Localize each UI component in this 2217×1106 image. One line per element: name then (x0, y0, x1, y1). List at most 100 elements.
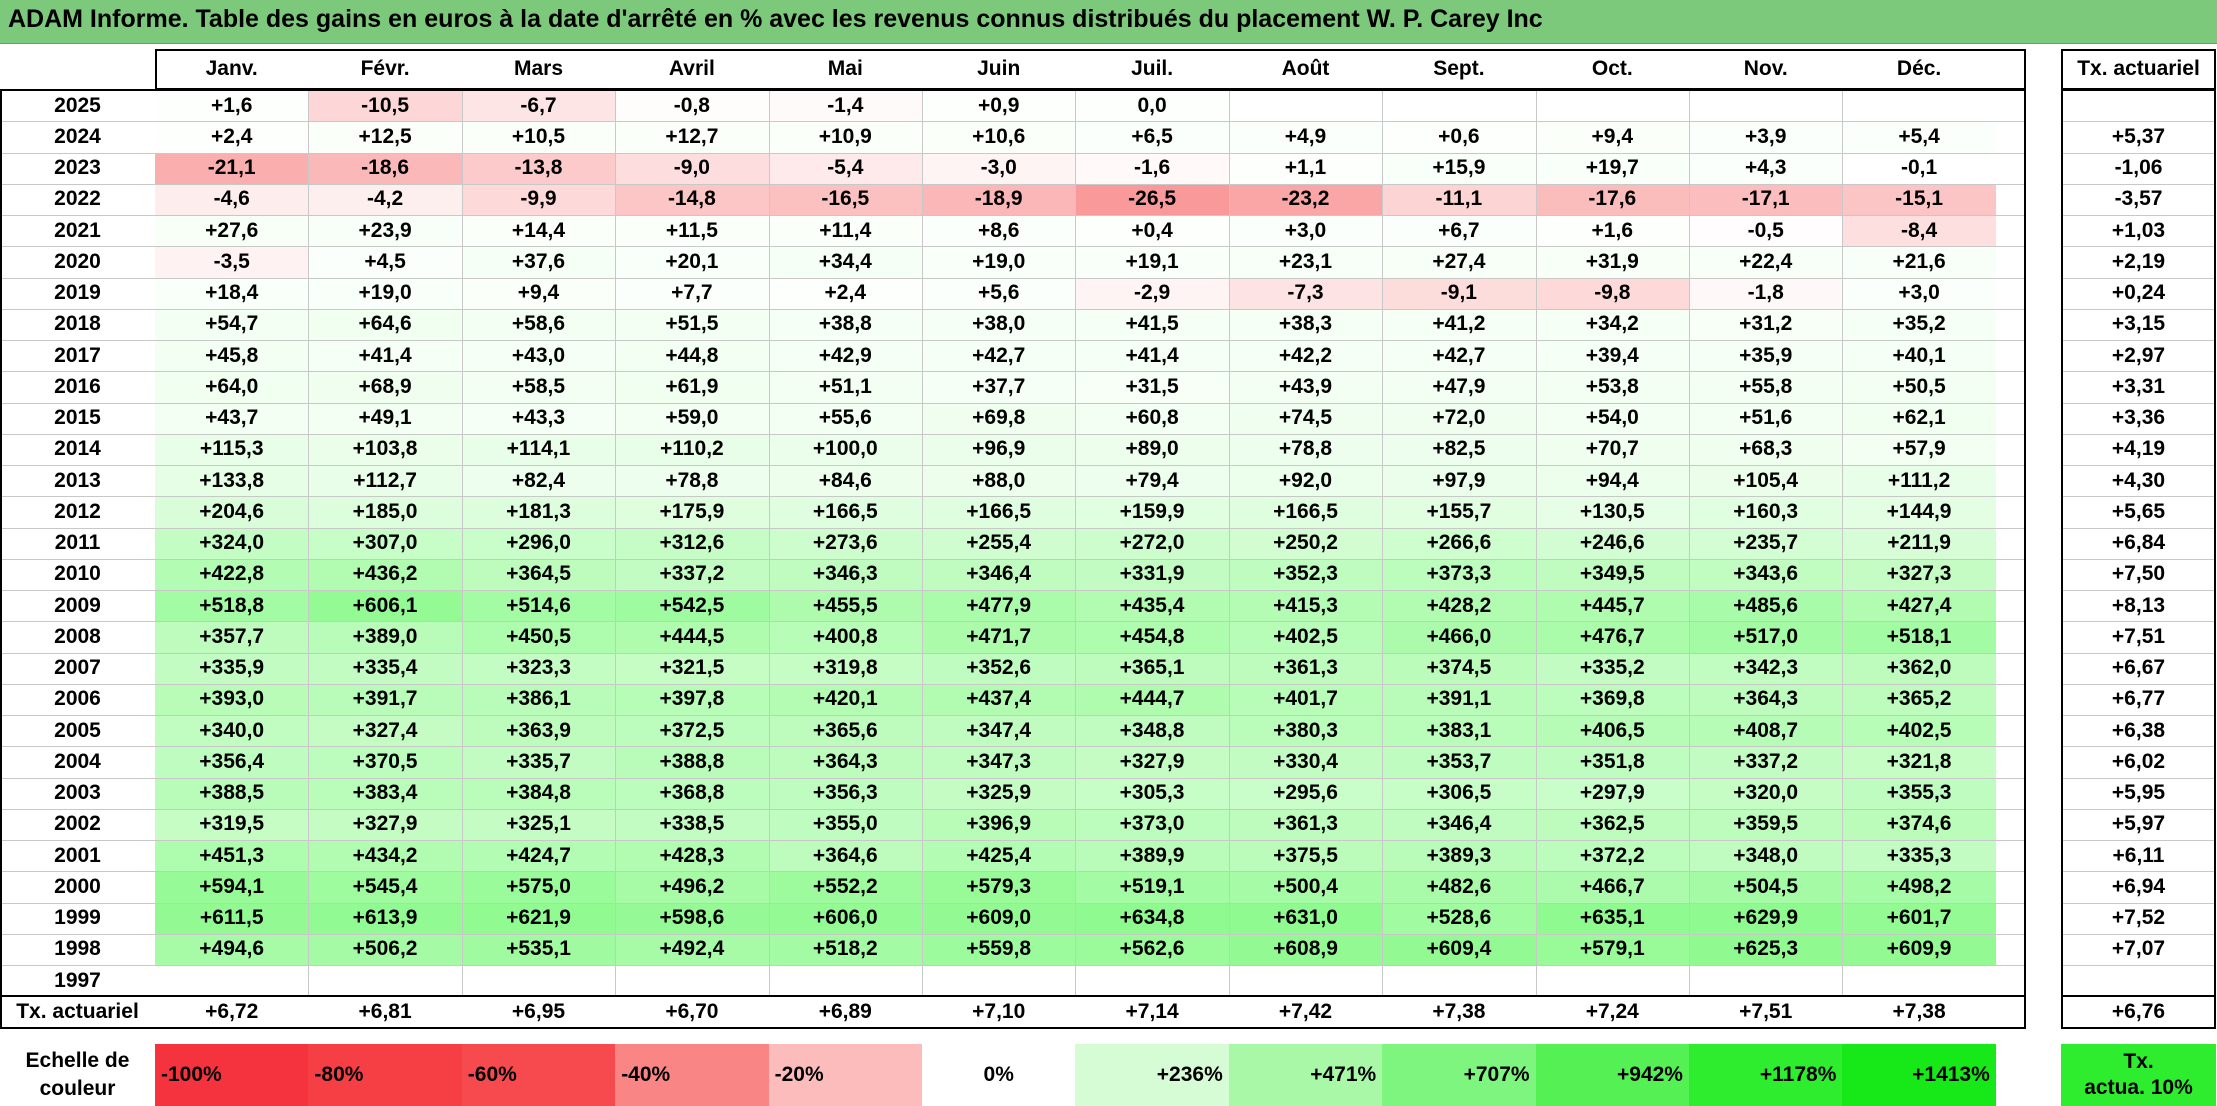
grid-line (0, 121, 2026, 123)
value-cell: +84,6 (768, 465, 922, 497)
value-cell (308, 965, 462, 997)
value-cell: +389,9 (1075, 840, 1229, 872)
month-header-4: Mai (827, 57, 863, 80)
grid-line (461, 90, 463, 997)
value-cell (155, 965, 309, 997)
value-cell: +384,8 (461, 777, 616, 809)
footer-value: +7,38 (1892, 1000, 1946, 1023)
value-cell: +362,5 (1535, 808, 1689, 840)
title-bar: ADAM Informe. Table des gains en euros à… (0, 0, 2217, 44)
value-cell: +10,6 (922, 121, 1076, 153)
value-cell: +27,6 (155, 215, 309, 247)
rate-header: Tx. actuariel (2077, 57, 2200, 80)
value-cell: +31,9 (1535, 246, 1689, 278)
value-cell: +6,7 (1382, 215, 1536, 247)
value-cell: +166,5 (922, 496, 1076, 528)
scale-swatch: -20% (768, 1044, 922, 1106)
value-cell: +41,5 (1075, 308, 1229, 340)
value-cell: +518,1 (1842, 621, 1996, 653)
value-cell: +498,2 (1842, 871, 1996, 903)
value-cell: +356,4 (155, 746, 309, 778)
grid-line (2061, 715, 2216, 716)
value-cell: +466,7 (1535, 871, 1689, 903)
value-cell: +420,1 (768, 683, 922, 715)
value-cell: +0,6 (1382, 121, 1536, 153)
value-cell: +373,0 (1075, 808, 1229, 840)
value-cell: -10,5 (308, 90, 462, 122)
value-cell (1842, 90, 1996, 122)
value-cell: +18,4 (155, 277, 309, 309)
value-cell: +436,2 (308, 558, 462, 590)
value-cell: +364,6 (768, 840, 922, 872)
value-cell: +352,3 (1228, 558, 1383, 590)
value-cell: +21,6 (1842, 246, 1996, 278)
value-cell: +307,0 (308, 527, 462, 559)
row-year-2011: 2011 (54, 531, 101, 555)
month-header-8: Sept. (1433, 57, 1485, 80)
value-cell: +78,8 (1228, 433, 1383, 465)
value-cell: +4,3 (1689, 152, 1843, 184)
value-cell: +504,5 (1689, 871, 1843, 903)
value-cell: +562,6 (1075, 933, 1229, 965)
row-year-2017: 2017 (54, 343, 101, 367)
value-cell: +609,9 (1842, 933, 1996, 965)
value-cell: +372,2 (1535, 840, 1689, 872)
grid-line (768, 90, 770, 997)
scale-label-line2: couleur (39, 1077, 116, 1100)
rate-cell: +7,51 (2111, 624, 2166, 648)
value-cell: +434,2 (308, 840, 462, 872)
value-cell: +211,9 (1842, 527, 1996, 559)
scale-swatch: +236% (1075, 1044, 1229, 1106)
row-year-2003: 2003 (54, 781, 101, 805)
value-cell: +356,3 (768, 777, 922, 809)
page-title: ADAM Informe. Table des gains en euros à… (8, 5, 1543, 33)
value-cell: +374,5 (1382, 652, 1536, 684)
grid-line (0, 402, 2026, 404)
value-cell (1382, 90, 1536, 122)
row-year-2012: 2012 (54, 499, 101, 523)
value-cell: +471,7 (922, 621, 1076, 653)
grid-line (0, 683, 2026, 685)
value-cell: +519,1 (1075, 871, 1229, 903)
value-cell (768, 965, 922, 997)
footer-rate: +6,76 (2111, 1000, 2166, 1023)
grid-line (615, 90, 617, 997)
rate-cell: +7,52 (2111, 906, 2166, 930)
grid-line (1535, 90, 1537, 997)
value-cell: +51,6 (1689, 402, 1843, 434)
grid-line (2061, 246, 2216, 248)
value-cell: -9,8 (1535, 277, 1689, 309)
value-cell: +424,7 (461, 840, 616, 872)
month-header-10: Nov. (1743, 57, 1788, 80)
value-cell: -4,6 (155, 183, 309, 215)
value-cell: +3,0 (1842, 277, 1996, 309)
value-cell: +43,9 (1228, 371, 1383, 403)
footer-value: +6,70 (665, 1000, 719, 1023)
value-cell: +51,5 (615, 308, 769, 340)
value-cell (461, 965, 616, 997)
value-cell: +11,4 (768, 215, 922, 247)
rate-cell: +6,38 (2111, 718, 2166, 742)
value-cell: +181,3 (461, 496, 616, 528)
grid-line (2061, 183, 2216, 185)
value-cell: +365,2 (1842, 683, 1996, 715)
value-cell: -26,5 (1075, 183, 1229, 215)
rate-cell: +5,37 (2111, 124, 2166, 148)
value-cell: +2,4 (768, 277, 922, 309)
footer-value: +7,24 (1585, 1000, 1639, 1023)
scale-rate-line2: actua. 10% (2084, 1076, 2193, 1099)
value-cell: +50,5 (1842, 371, 1996, 403)
value-cell: +444,5 (615, 621, 769, 653)
grid-line (2061, 652, 2216, 654)
value-cell: +327,9 (1075, 746, 1229, 778)
value-cell: +450,5 (461, 621, 616, 653)
value-cell: +14,4 (461, 215, 616, 247)
value-cell: -0,1 (1842, 152, 1996, 184)
grid-line (0, 808, 2026, 810)
grid-line (0, 965, 2026, 966)
grid-line (2061, 465, 2216, 466)
value-cell: +37,6 (461, 246, 616, 278)
value-cell: +266,6 (1382, 527, 1536, 559)
value-cell: +321,8 (1842, 746, 1996, 778)
value-cell: +5,4 (1842, 121, 1996, 153)
